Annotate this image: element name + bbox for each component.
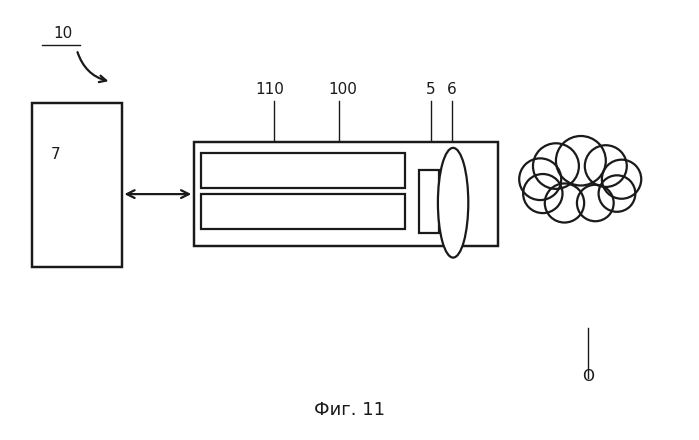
Ellipse shape [556,136,606,186]
Text: 110: 110 [256,82,284,97]
Text: 6: 6 [447,82,456,97]
Bar [201,194,405,229]
Ellipse shape [519,158,561,200]
Ellipse shape [545,183,584,223]
Bar [31,103,122,268]
Ellipse shape [585,145,627,187]
Text: O: O [582,369,593,384]
Bar [194,142,498,246]
Ellipse shape [602,160,641,199]
Ellipse shape [438,148,468,257]
Bar [201,153,405,187]
Text: Фиг. 11: Фиг. 11 [314,400,385,418]
Text: 7: 7 [51,147,61,162]
Ellipse shape [598,175,635,212]
Ellipse shape [533,143,579,189]
Text: 100: 100 [328,82,357,97]
Text: 5: 5 [426,82,435,97]
Ellipse shape [577,185,614,221]
Text: 10: 10 [53,26,73,41]
Bar [419,170,439,233]
Ellipse shape [523,174,563,213]
